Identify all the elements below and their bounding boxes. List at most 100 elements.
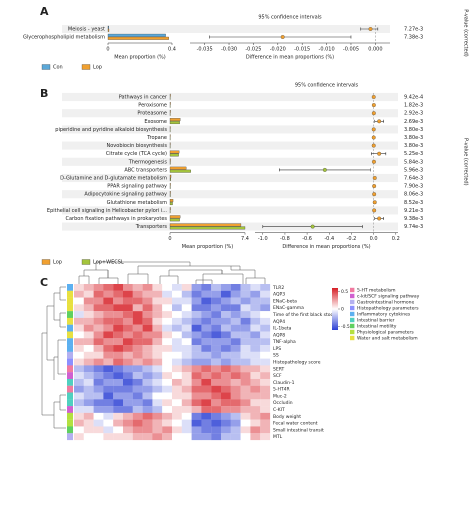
heatmap-cell	[93, 372, 104, 380]
heatmap-cell	[230, 385, 241, 393]
heatmap-cell	[123, 304, 133, 312]
heatmap-cell	[152, 331, 163, 339]
bar	[169, 150, 180, 154]
heatmap-cell	[201, 331, 212, 339]
heatmap-cell	[260, 392, 271, 400]
annotation-label: c-kit/SCF signaling pathway	[357, 294, 420, 300]
heatmap-cell	[250, 311, 261, 319]
heatmap-cell	[74, 365, 84, 373]
row-label: TLR2	[272, 285, 284, 291]
heatmap-cell	[74, 317, 84, 325]
row-label: Occludin	[273, 400, 293, 406]
heatmap-cell	[240, 433, 251, 441]
row-annotation	[67, 345, 73, 352]
row-band	[62, 157, 398, 166]
heatmap-cell	[142, 324, 153, 332]
heatmap-cell	[230, 419, 241, 427]
heatmap-cell	[103, 290, 114, 298]
row-label: Small intestinal transit	[273, 427, 324, 433]
heatmap-cell	[172, 433, 182, 441]
heatmap-cell	[83, 406, 94, 413]
heatmap-cell	[260, 406, 271, 413]
heatmap-cell	[142, 297, 153, 305]
heatmap-cell	[181, 426, 192, 434]
heatmap-cell	[191, 324, 202, 332]
heatmap-cell	[201, 385, 212, 393]
difference-point	[371, 159, 376, 164]
heatmap-cell	[230, 345, 241, 352]
row-annotation	[67, 399, 73, 407]
heatmap-cell	[93, 406, 104, 413]
heatmap-cell	[191, 412, 202, 420]
heatmap-cell	[201, 284, 212, 291]
heatmap-cell	[230, 311, 241, 319]
legend-label: Lop+WECSL	[93, 260, 124, 266]
x-tick-label: -0.2	[347, 236, 357, 242]
heatmap-cell	[113, 392, 124, 400]
difference-point	[371, 135, 376, 140]
heatmap-cell	[181, 392, 192, 400]
heatmap-cell	[172, 372, 182, 380]
heatmap-cell	[172, 426, 182, 434]
difference-point	[280, 35, 285, 39]
heatmap-cell	[211, 399, 222, 407]
heatmap-cell	[260, 338, 271, 346]
heatmap-cell	[250, 412, 261, 420]
panel-label: A	[40, 5, 49, 18]
heatmap-cell	[113, 426, 124, 434]
row-annotation	[67, 406, 73, 413]
difference-point	[322, 167, 327, 172]
heatmap-cell	[142, 406, 153, 413]
heatmap-cell	[123, 378, 133, 386]
row-annotation	[67, 385, 73, 393]
heatmap-cell	[260, 311, 271, 319]
x-tick-label: -0.010	[319, 47, 335, 53]
heatmap-cell	[162, 304, 173, 312]
heatmap-cell	[211, 311, 222, 319]
heatmap-cell	[181, 406, 192, 413]
bar	[169, 169, 191, 173]
heatmap-cell	[250, 385, 261, 393]
heatmap-cell	[240, 419, 251, 427]
heatmap-cell	[201, 412, 212, 420]
row-annotation	[67, 372, 73, 380]
heatmap-cell	[113, 433, 124, 441]
heatmap-cell	[172, 399, 182, 407]
heatmap-cell	[181, 351, 192, 359]
heatmap-cell	[221, 392, 231, 400]
heatmap-cell	[74, 419, 84, 427]
heatmap-cell	[142, 284, 153, 291]
heatmap-cell	[123, 290, 133, 298]
heatmap-cell	[103, 311, 114, 319]
difference-point	[372, 176, 377, 180]
heatmap-cell	[181, 284, 192, 291]
heatmap-cell	[132, 311, 143, 319]
bar	[107, 33, 166, 37]
row-band	[62, 25, 390, 33]
row-label: Time of the first black stool	[272, 312, 335, 318]
p-value: 7.90e-3	[404, 184, 423, 190]
row-annotation	[67, 365, 73, 373]
category-label: Adipocytokine signaling pathway	[84, 192, 167, 198]
heatmap-cell	[132, 317, 143, 325]
heatmap-cell	[152, 365, 163, 373]
heatmap-cell	[162, 345, 173, 352]
heatmap-cell	[250, 392, 261, 400]
heatmap-cell	[172, 385, 182, 393]
row-band	[62, 173, 398, 183]
legend-swatch	[41, 64, 51, 70]
bar	[169, 101, 171, 105]
heatmap-cell	[132, 399, 143, 407]
heatmap-cell	[201, 304, 212, 312]
heatmap-cell	[83, 331, 94, 339]
heatmap-cell	[250, 419, 261, 427]
heatmap-cell	[181, 378, 192, 386]
bar	[169, 191, 171, 194]
legend-label: Con	[53, 65, 63, 71]
heatmap-cell	[132, 385, 143, 393]
category-label: ABC transporters	[124, 167, 167, 173]
heatmap-cell	[113, 412, 124, 420]
heatmap-cell	[152, 372, 163, 380]
heatmap-cell	[103, 406, 114, 413]
